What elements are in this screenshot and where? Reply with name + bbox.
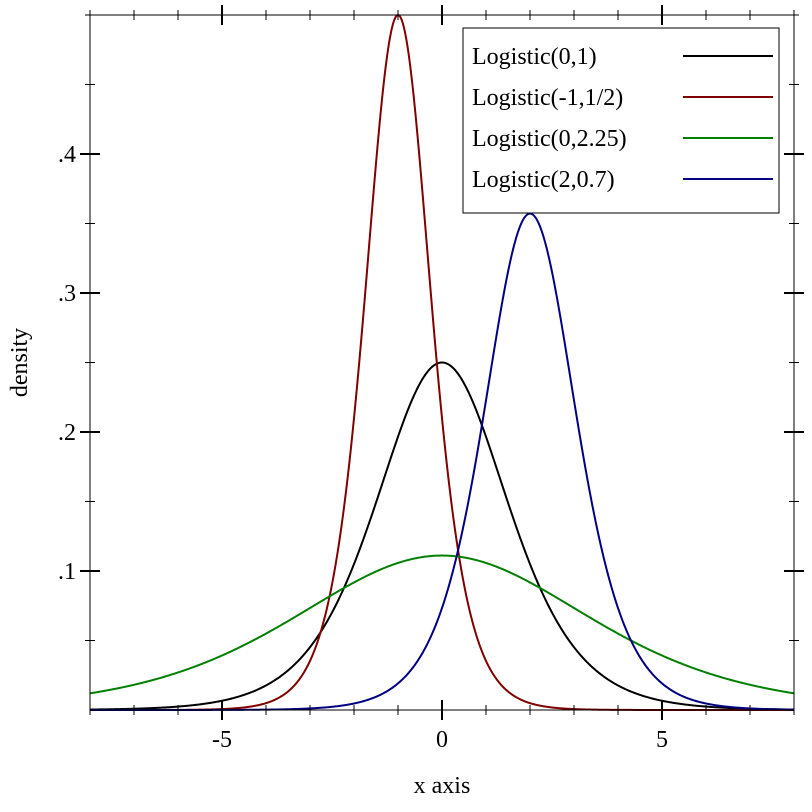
legend-label: Logistic(-1,1/2) — [472, 85, 623, 111]
y-tick-label: .4 — [58, 142, 76, 168]
x-tick-label: -5 — [212, 727, 232, 753]
legend-label: Logistic(2,0.7) — [472, 167, 615, 193]
x-axis-label: x axis — [414, 773, 471, 799]
y-tick-label: .2 — [58, 420, 76, 446]
axis-ticks — [80, 5, 804, 720]
series-line-1 — [89, 361, 795, 711]
y-tick-label: .1 — [58, 559, 76, 585]
legend: Logistic(0,1) Logistic(-1,1/2) Logistic(0,… — [462, 27, 780, 214]
legend-label: Logistic(0,1) — [472, 44, 597, 70]
x-tick-label: 5 — [656, 727, 668, 753]
series-line-3 — [89, 554, 795, 695]
x-tick-label: 0 — [436, 727, 448, 753]
y-tick-label: .3 — [58, 281, 76, 307]
series-line-4 — [90, 212, 795, 711]
legend-box — [462, 27, 780, 214]
tick-labels: -5 0 5 .1 .2 .3 .4 — [58, 142, 668, 753]
y-axis-label: density — [7, 328, 33, 397]
legend-label: Logistic(0,2.25) — [472, 126, 627, 152]
